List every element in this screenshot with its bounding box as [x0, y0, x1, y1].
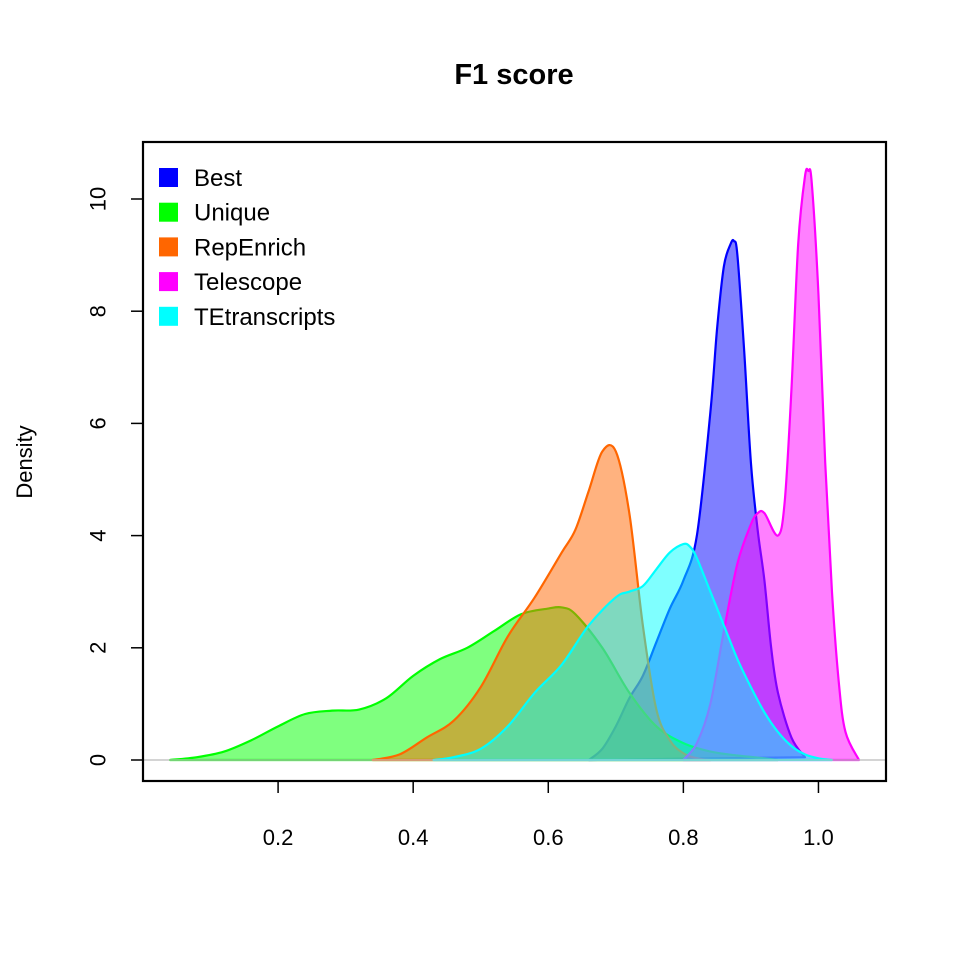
y-tick-label: 0 — [86, 754, 111, 766]
legend-label-best: Best — [194, 165, 242, 192]
density-area-telescope — [682, 167, 861, 762]
legend-swatch-telescope — [159, 272, 178, 292]
legend-label-repenrich: RepEnrich — [194, 234, 306, 261]
x-tick-label: 1.0 — [803, 825, 834, 850]
y-tick-label: 10 — [86, 187, 111, 211]
x-tick-label: 0.4 — [398, 825, 429, 850]
x-axis: 0.2 0.4 0.6 0.8 1.0 — [263, 780, 834, 850]
legend-label-tetranscripts: TEtranscripts — [194, 304, 335, 331]
density-area-tetranscripts — [432, 542, 834, 762]
legend-label-telescope: Telescope — [194, 269, 302, 296]
x-tick-label: 0.6 — [533, 825, 564, 850]
legend-swatch-unique — [159, 202, 178, 222]
legend-swatch-tetranscripts — [159, 306, 178, 326]
density-areas — [168, 167, 861, 762]
y-tick-label: 8 — [86, 305, 111, 317]
x-tick-label: 0.2 — [263, 825, 294, 850]
legend-swatch-repenrich — [159, 237, 178, 257]
chart-title: F1 score — [454, 59, 573, 91]
y-tick-label: 2 — [86, 642, 111, 654]
legend-swatch-best — [159, 168, 178, 187]
y-tick-label: 6 — [86, 417, 111, 429]
x-tick-label: 0.8 — [668, 825, 699, 850]
y-axis-label: Density — [12, 425, 37, 498]
legend: Best Unique RepEnrich Telescope TEtranscript… — [159, 165, 335, 331]
y-tick-label: 4 — [86, 529, 111, 541]
legend-label-unique: Unique — [194, 200, 270, 227]
y-axis: 0 2 4 6 8 10 — [86, 187, 144, 766]
